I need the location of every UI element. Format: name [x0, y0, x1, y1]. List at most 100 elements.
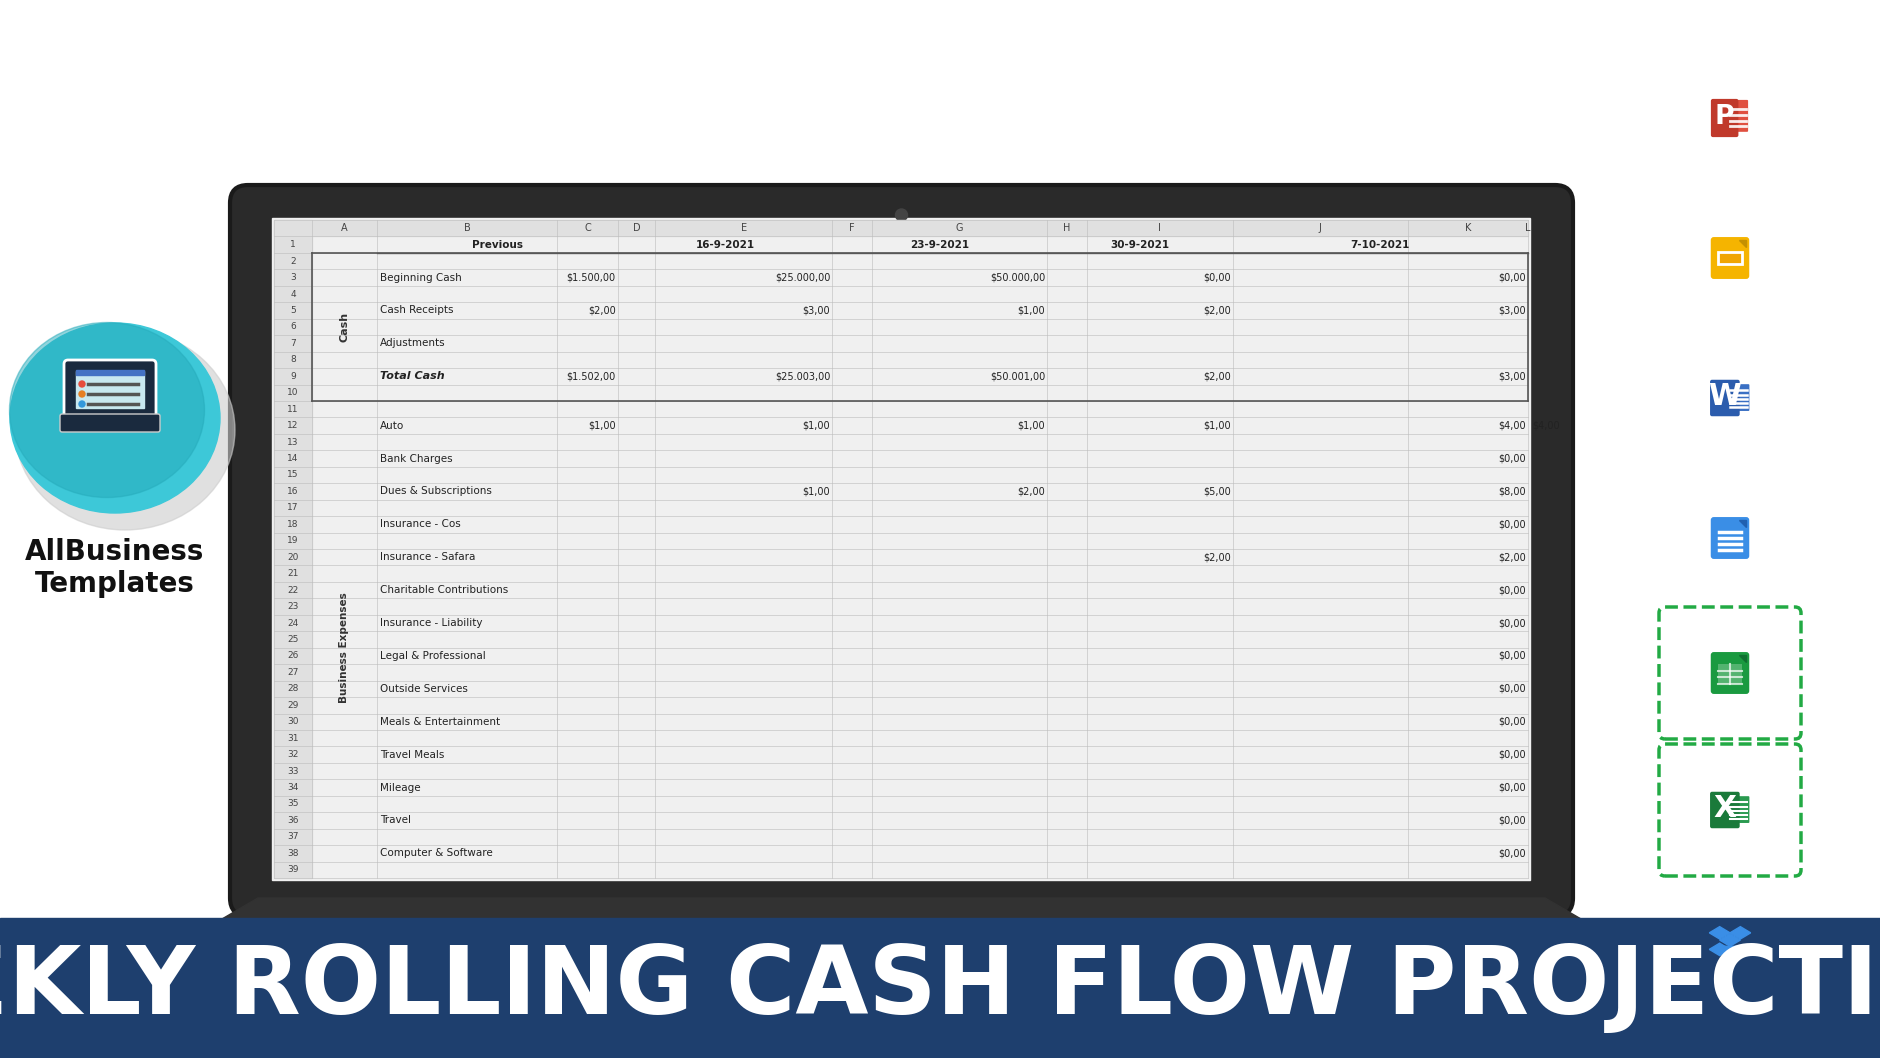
Text: $2,00: $2,00 — [1498, 552, 1525, 562]
Text: 18: 18 — [288, 519, 299, 529]
Text: $0,00: $0,00 — [1498, 651, 1525, 661]
Text: 25: 25 — [288, 635, 299, 644]
Text: B: B — [464, 223, 470, 233]
Text: 23: 23 — [288, 602, 299, 612]
Text: $0,00: $0,00 — [1498, 585, 1525, 595]
Ellipse shape — [9, 323, 220, 513]
Text: 39: 39 — [288, 865, 299, 874]
Circle shape — [79, 381, 85, 387]
Text: 23-9-2021: 23-9-2021 — [910, 240, 968, 250]
Text: $0,00: $0,00 — [1203, 273, 1230, 282]
Text: 9: 9 — [290, 371, 295, 381]
Text: Travel Meals: Travel Meals — [380, 750, 444, 760]
Text: 11: 11 — [288, 404, 299, 414]
Text: $25.000,00: $25.000,00 — [775, 273, 829, 282]
Polygon shape — [1709, 943, 1730, 955]
Text: $25.003,00: $25.003,00 — [775, 371, 829, 381]
Text: Business Expenses: Business Expenses — [338, 592, 350, 704]
Bar — [274, 220, 312, 878]
Text: 6: 6 — [290, 323, 295, 331]
Text: Beginning Cash: Beginning Cash — [380, 273, 462, 282]
Text: 8: 8 — [290, 355, 295, 364]
Text: 22: 22 — [288, 586, 299, 595]
Text: $1,00: $1,00 — [1017, 421, 1045, 431]
Text: 35: 35 — [288, 800, 299, 808]
FancyBboxPatch shape — [60, 414, 160, 432]
Text: $1,00: $1,00 — [803, 487, 829, 496]
Text: $2,00: $2,00 — [1201, 371, 1230, 381]
Text: 34: 34 — [288, 783, 299, 792]
Text: Charitable Contributions: Charitable Contributions — [380, 585, 508, 595]
Text: Outside Services: Outside Services — [380, 683, 468, 694]
Text: Adjustments: Adjustments — [380, 339, 446, 348]
Text: 38: 38 — [288, 849, 299, 858]
FancyBboxPatch shape — [1664, 334, 1795, 461]
Bar — [1716, 253, 1741, 264]
Text: $8,00: $8,00 — [1498, 487, 1525, 496]
FancyBboxPatch shape — [64, 360, 156, 420]
FancyBboxPatch shape — [1664, 195, 1795, 322]
Ellipse shape — [15, 330, 235, 530]
Text: $0,00: $0,00 — [1498, 783, 1525, 792]
Text: $2,00: $2,00 — [1201, 552, 1230, 562]
Text: Previous: Previous — [472, 240, 523, 250]
Text: 30-9-2021: 30-9-2021 — [1109, 240, 1169, 250]
Text: 13: 13 — [288, 438, 299, 446]
Polygon shape — [197, 898, 1604, 933]
FancyBboxPatch shape — [1709, 517, 1748, 559]
FancyBboxPatch shape — [1709, 237, 1748, 279]
Text: $2,00: $2,00 — [1017, 487, 1045, 496]
Text: 17: 17 — [288, 504, 299, 512]
Text: $50.000,00: $50.000,00 — [989, 273, 1045, 282]
Text: ok: ok — [893, 933, 908, 947]
Text: $1,00: $1,00 — [588, 421, 615, 431]
Text: $1,00: $1,00 — [1017, 306, 1045, 315]
Bar — [273, 218, 1528, 880]
Text: AllBusiness
Templates: AllBusiness Templates — [24, 537, 205, 598]
FancyBboxPatch shape — [1658, 744, 1799, 876]
Text: $3,00: $3,00 — [1498, 371, 1525, 381]
Polygon shape — [1718, 934, 1739, 946]
Text: G: G — [955, 223, 963, 233]
FancyBboxPatch shape — [1664, 474, 1795, 602]
Text: $0,00: $0,00 — [1498, 618, 1525, 628]
Text: Dues & Subscriptions: Dues & Subscriptions — [380, 487, 493, 496]
Text: $0,00: $0,00 — [1498, 816, 1525, 825]
Text: W: W — [1707, 382, 1741, 412]
Polygon shape — [1730, 927, 1750, 940]
Text: J: J — [1318, 223, 1322, 233]
Polygon shape — [1737, 655, 1745, 662]
Text: Insurance - Safara: Insurance - Safara — [380, 552, 476, 562]
Text: Computer & Software: Computer & Software — [380, 849, 493, 858]
Text: Cash Receipts: Cash Receipts — [380, 306, 453, 315]
Bar — [1716, 253, 1741, 264]
Text: 30: 30 — [288, 717, 299, 726]
FancyBboxPatch shape — [1726, 384, 1748, 411]
Text: 2: 2 — [290, 257, 295, 266]
Text: 7: 7 — [290, 339, 295, 348]
Text: 4: 4 — [290, 290, 295, 298]
Text: $4,00: $4,00 — [1498, 421, 1525, 431]
Text: 37: 37 — [288, 833, 299, 841]
Text: 14: 14 — [288, 454, 299, 463]
FancyBboxPatch shape — [1709, 380, 1739, 416]
Text: A: A — [340, 223, 348, 233]
Text: $4,00: $4,00 — [1530, 421, 1559, 431]
Text: L: L — [1525, 223, 1530, 233]
Text: E: E — [741, 223, 746, 233]
Text: 36: 36 — [288, 816, 299, 825]
FancyBboxPatch shape — [182, 923, 1619, 957]
Text: $0,00: $0,00 — [1498, 519, 1525, 529]
Text: 27: 27 — [288, 668, 299, 677]
Text: F: F — [848, 223, 854, 233]
Text: $0,00: $0,00 — [1498, 716, 1525, 727]
Text: H: H — [1062, 223, 1070, 233]
Text: $1.502,00: $1.502,00 — [566, 371, 615, 381]
Circle shape — [79, 401, 85, 407]
Text: Auto: Auto — [380, 421, 404, 431]
Text: K: K — [1465, 223, 1470, 233]
Text: 16-9-2021: 16-9-2021 — [696, 240, 754, 250]
Ellipse shape — [9, 323, 205, 497]
Circle shape — [895, 209, 906, 221]
FancyBboxPatch shape — [1709, 791, 1739, 828]
